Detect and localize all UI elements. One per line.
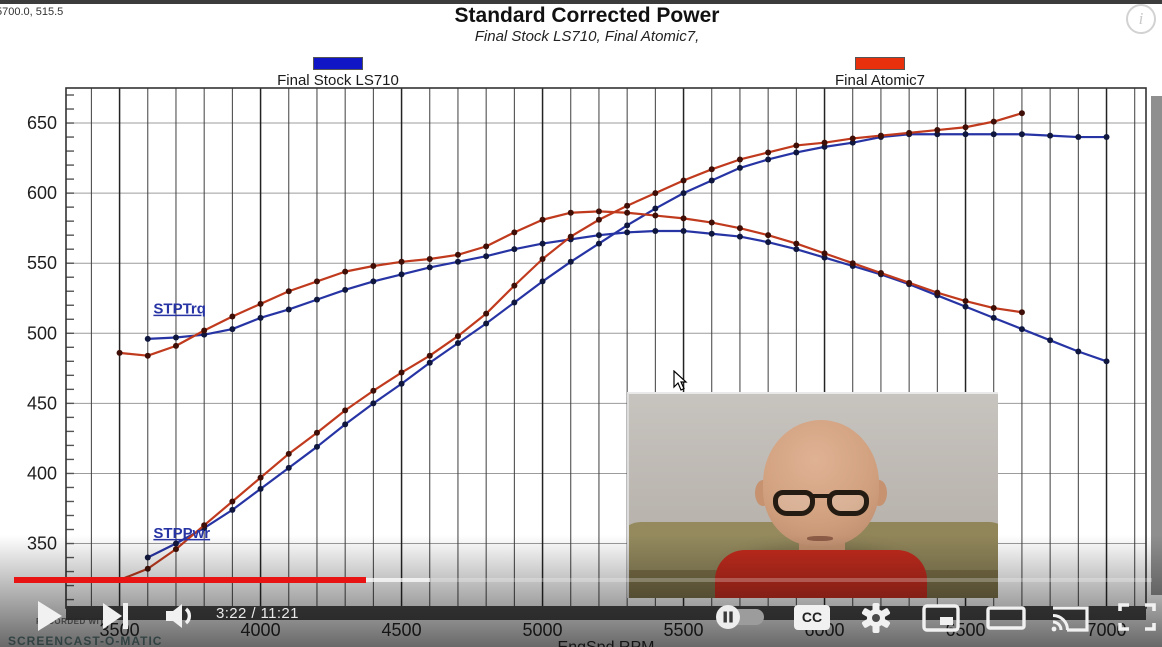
play-button[interactable] — [34, 598, 66, 634]
watermark-line1: RECORDED WITH — [36, 617, 111, 626]
svg-text:STPTrq: STPTrq — [153, 301, 206, 318]
watermark-line2: SCREENCAST-O-MATIC — [8, 634, 163, 647]
person-head — [763, 420, 879, 546]
legend-swatch-stock-ls710 — [313, 57, 363, 70]
glasses-lens — [773, 490, 815, 516]
settings-gear-icon[interactable] — [858, 602, 894, 634]
volume-icon[interactable] — [163, 601, 199, 631]
theater-icon[interactable] — [984, 602, 1028, 634]
progress-bar-track[interactable] — [14, 578, 1152, 582]
time-display: 3:22 / 11:21 — [216, 605, 299, 622]
miniplayer-icon[interactable] — [920, 602, 962, 634]
legend-swatch-atomic7 — [855, 57, 905, 70]
next-button[interactable] — [100, 601, 132, 631]
glasses — [771, 490, 873, 520]
chart-subtitle: Final Stock LS710, Final Atomic7, — [474, 28, 700, 45]
window-top-edge — [0, 0, 1162, 4]
legend-label-atomic7: Final Atomic7 — [834, 72, 926, 89]
svg-text:650: 650 — [27, 113, 57, 133]
legend-label-stock-ls710: Final Stock LS710 — [277, 72, 399, 89]
svg-text:450: 450 — [27, 393, 57, 413]
cast-icon[interactable] — [1048, 600, 1092, 636]
player-bottom-gradient — [0, 535, 1162, 647]
svg-text:600: 600 — [27, 183, 57, 203]
cc-button[interactable]: CC — [794, 605, 830, 630]
cursor-coordinates-readout: 5700.0, 515.5 — [0, 6, 64, 18]
svg-text:500: 500 — [27, 323, 57, 343]
info-icon[interactable]: i — [1126, 4, 1156, 34]
chart-title: Standard Corrected Power — [454, 4, 720, 27]
mouse-cursor — [673, 370, 688, 391]
progress-bar-played — [14, 577, 366, 583]
glasses-bridge — [813, 494, 829, 498]
svg-text:550: 550 — [27, 253, 57, 273]
fullscreen-icon[interactable] — [1116, 601, 1158, 633]
glasses-lens — [827, 490, 869, 516]
window-scrollbar[interactable] — [1151, 96, 1162, 595]
svg-text:400: 400 — [27, 463, 57, 483]
autoplay-toggle[interactable] — [710, 603, 768, 631]
